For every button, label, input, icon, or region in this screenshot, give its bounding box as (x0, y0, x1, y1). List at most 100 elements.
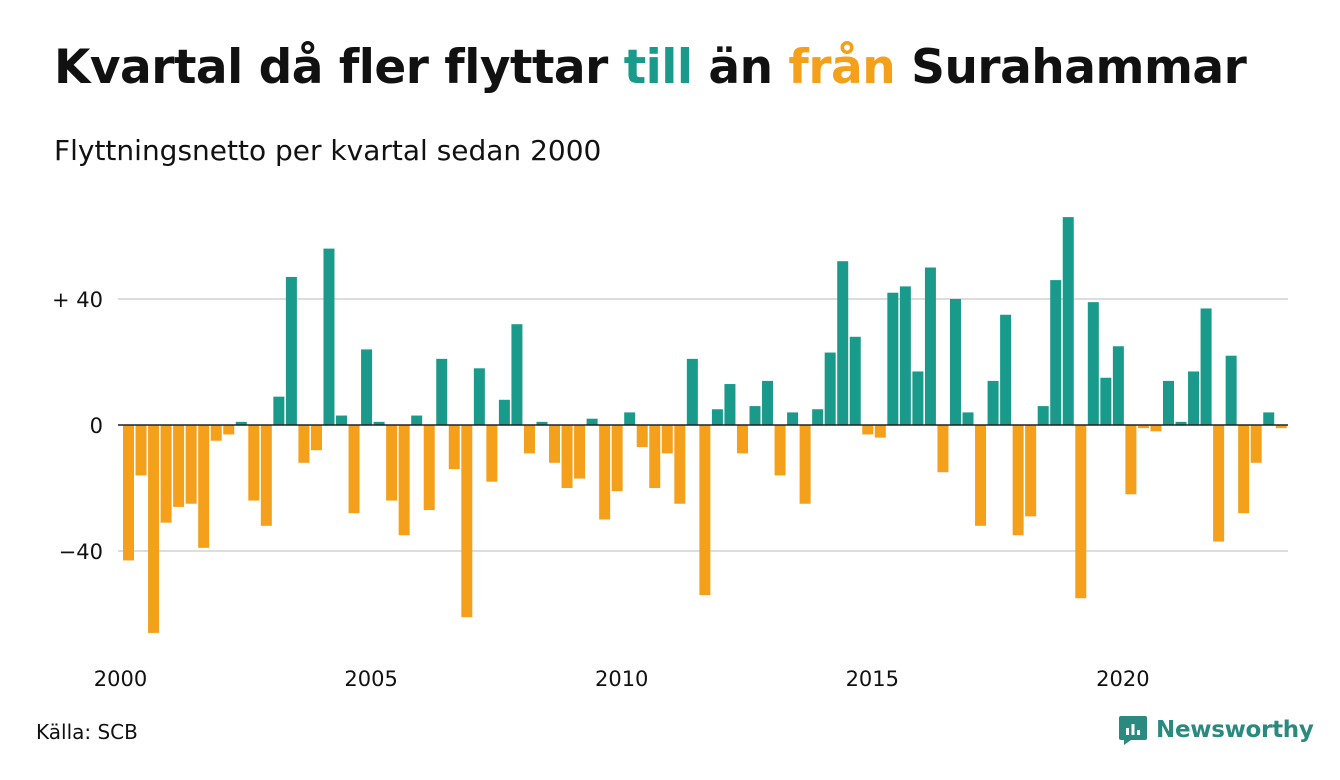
bar (1250, 425, 1262, 463)
x-tick-label: 2005 (344, 667, 397, 691)
bar (686, 358, 698, 425)
bar (799, 425, 811, 504)
bar (874, 425, 886, 438)
bar (824, 352, 836, 425)
bar (699, 425, 711, 596)
bar (749, 406, 761, 425)
bar (198, 425, 210, 548)
bar (812, 409, 824, 425)
bar (448, 425, 460, 470)
bar (498, 399, 510, 425)
bar (624, 412, 636, 425)
bar (361, 349, 373, 425)
bar (1263, 412, 1275, 425)
title-word-out: från (788, 40, 896, 95)
bar (1213, 425, 1225, 542)
bar (937, 425, 949, 473)
bar (185, 425, 197, 504)
bar (210, 425, 222, 441)
y-tick-label: −40 (59, 540, 103, 564)
bar (411, 415, 423, 425)
bar (398, 425, 410, 536)
bar (473, 368, 485, 425)
bar (774, 425, 786, 476)
bar (549, 425, 561, 463)
bar (260, 425, 272, 526)
y-tick-label: + 40 (52, 288, 103, 312)
bar (1188, 371, 1200, 425)
bar (1087, 302, 1099, 425)
bar (1050, 280, 1062, 425)
x-tick-label: 2020 (1096, 667, 1149, 691)
bar (123, 425, 134, 561)
bar (1200, 308, 1212, 425)
bar (599, 425, 611, 520)
chart-title: Kvartal då fler flyttar till än från Sur… (54, 40, 1247, 95)
bar (223, 425, 235, 435)
bar (862, 425, 874, 435)
x-tick-label: 2010 (595, 667, 648, 691)
bar (173, 425, 185, 507)
bar (486, 425, 498, 482)
bar (636, 425, 648, 448)
bar (1125, 425, 1137, 495)
bar (436, 358, 448, 425)
bar (586, 418, 598, 425)
bar (987, 380, 999, 425)
bar (649, 425, 661, 488)
bar (461, 425, 473, 618)
bar (674, 425, 686, 504)
bar (1150, 425, 1162, 432)
x-tick-label: 2000 (94, 667, 147, 691)
x-tick-label: 2015 (846, 667, 899, 691)
title-middle: än (692, 40, 789, 95)
bar (1238, 425, 1250, 514)
bar (323, 248, 335, 425)
bar (273, 396, 285, 425)
bar (574, 425, 586, 479)
bar (661, 425, 673, 454)
bar (1062, 217, 1074, 425)
bar (887, 292, 899, 425)
bar (1162, 380, 1174, 425)
bar (561, 425, 573, 488)
bar (160, 425, 172, 523)
axes: + 40 0 −40 2000 2005 2010 2015 2020 (52, 288, 1288, 691)
bar (536, 421, 548, 425)
bar (762, 380, 774, 425)
bar (1112, 346, 1124, 425)
bar (1225, 355, 1237, 425)
bar (1000, 314, 1012, 425)
bar (1037, 406, 1049, 425)
bar (423, 425, 435, 511)
bar (611, 425, 623, 492)
bar (386, 425, 398, 501)
bar (1275, 425, 1287, 429)
bar (235, 421, 247, 425)
title-word-in: till (623, 40, 693, 95)
bar (924, 267, 936, 425)
bar (148, 425, 160, 633)
brand: Newsworthy (1118, 714, 1314, 746)
bar (336, 415, 348, 425)
bar (298, 425, 310, 463)
chart-subtitle: Flyttningsnetto per kvartal sedan 2000 (54, 134, 602, 167)
bar (975, 425, 987, 526)
bar (373, 421, 385, 425)
y-tick-label: 0 (90, 414, 103, 438)
bar (248, 425, 260, 501)
bar (962, 412, 974, 425)
bar (711, 409, 723, 425)
brand-name: Newsworthy (1156, 717, 1314, 743)
bar (1012, 425, 1024, 536)
bar (787, 412, 799, 425)
bar (135, 425, 147, 476)
source-label: Källa: SCB (36, 720, 138, 744)
bar (837, 261, 849, 425)
bar (285, 276, 297, 425)
bar (1175, 421, 1187, 425)
bar (949, 299, 961, 425)
bar (1137, 425, 1149, 429)
bar (523, 425, 535, 454)
bar (1075, 425, 1087, 599)
